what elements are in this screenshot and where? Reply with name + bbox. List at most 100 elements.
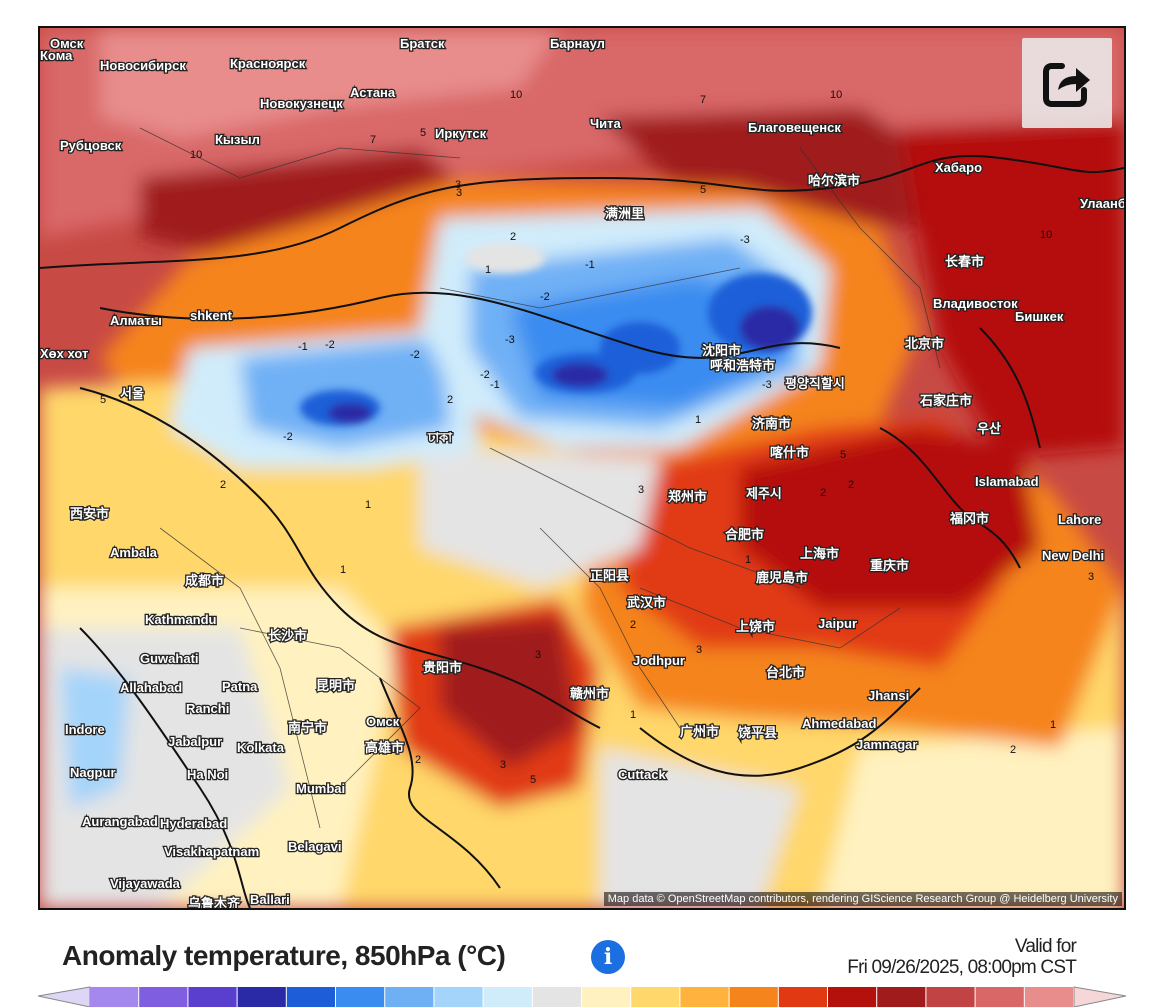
place-name: 평양직할시 xyxy=(785,376,845,391)
place-name: Patna xyxy=(222,679,258,694)
place-label: 合肥市 xyxy=(724,526,766,544)
place-label: 평양직할시 xyxy=(784,375,846,393)
place-label: 제주시 xyxy=(745,485,783,503)
contour-label: -1 xyxy=(585,259,595,271)
place-label: Allahabad xyxy=(119,679,184,697)
place-label: Новокузнецк xyxy=(259,95,345,113)
contour-label: -2 xyxy=(325,339,335,351)
place-label: Красноярск xyxy=(229,55,307,73)
contour-label: 2 xyxy=(447,394,453,406)
contour-label: 2 xyxy=(220,479,226,491)
contour-label: 1 xyxy=(745,554,751,566)
place-label: 우산 xyxy=(976,420,1003,438)
place-label: Jaipur xyxy=(817,615,859,633)
place-label: Бишкек xyxy=(1014,308,1066,326)
scale-arrow-high xyxy=(1073,986,1126,1007)
place-name: Новосибирск xyxy=(100,58,186,73)
place-name: 合肥市 xyxy=(725,527,764,542)
place-name: Lahore xyxy=(1058,512,1101,527)
place-name: ঢাকা xyxy=(427,430,453,445)
valid-for-label: Valid for xyxy=(1014,936,1077,957)
scale-swatch xyxy=(975,987,1024,1007)
place-label: shkent xyxy=(189,307,234,325)
place-name: 正阳县 xyxy=(590,568,629,583)
place-label: 鹿児島市 xyxy=(755,569,810,587)
info-icon[interactable]: i xyxy=(591,940,625,974)
place-name: Хабаро xyxy=(935,160,982,175)
place-name: 南宁市 xyxy=(288,720,327,735)
contour-label: 7 xyxy=(700,94,706,106)
contour-label: 5 xyxy=(100,394,106,406)
contour-label: 10 xyxy=(1040,229,1052,241)
place-name: 广州市 xyxy=(680,724,719,739)
contour-label: 5 xyxy=(840,449,846,461)
place-name: 서울 xyxy=(120,386,144,401)
place-label: Алматы xyxy=(109,312,163,330)
scale-swatch xyxy=(90,987,139,1007)
place-label: Кызыл xyxy=(214,131,261,149)
scale-swatch xyxy=(483,987,532,1007)
place-name: Улаанбаатар xyxy=(1080,196,1124,211)
scale-swatch xyxy=(631,987,680,1007)
place-label: 北京市 xyxy=(904,335,946,353)
place-label: Благовещенск xyxy=(747,119,843,137)
place-name: Ballari xyxy=(250,892,290,907)
contour-label: 3 xyxy=(1088,571,1094,583)
place-name: 西安市 xyxy=(70,506,109,521)
place-label: Ranchi xyxy=(185,700,231,718)
place-name: 제주시 xyxy=(746,486,782,501)
contour-label: -3 xyxy=(740,234,750,246)
legend-title: Anomaly temperature, 850hPa (°C) xyxy=(62,940,506,971)
place-label: Patna xyxy=(221,678,260,696)
contour-label: 10 xyxy=(510,89,522,101)
scale-swatch xyxy=(582,987,631,1007)
place-name: shkent xyxy=(190,308,233,323)
contour-label: -1 xyxy=(490,379,500,391)
place-label: Cuttack xyxy=(617,766,668,784)
contour-label: 2 xyxy=(510,231,516,243)
contour-label: 2 xyxy=(848,479,854,491)
place-label: 长沙市 xyxy=(267,627,309,645)
place-label: 武汉市 xyxy=(626,594,668,612)
place-name: Барнаул xyxy=(550,36,605,51)
place-name: Hyderabad xyxy=(160,816,227,831)
place-name: 赣州市 xyxy=(570,686,609,701)
place-name: Ahmedabad xyxy=(802,716,876,731)
map-view[interactable]: 10 10 7 10 7 10 5 3 2 1 -1 -2 -3 -2 -1 -2 -3 -2 2 3 5 -1 -2 -3 1… xyxy=(38,26,1126,910)
country-borders xyxy=(40,154,1124,908)
place-name: Jhansi xyxy=(868,688,909,703)
contour-label: -3 xyxy=(762,379,772,391)
scale-swatch xyxy=(877,987,926,1007)
place-name: 沈阳市 xyxy=(702,343,741,358)
contour-label: -2 xyxy=(283,431,293,443)
place-name: Kathmandu xyxy=(145,612,217,627)
place-name: Алматы xyxy=(110,313,162,328)
contour-label: -1 xyxy=(298,341,308,353)
place-label: Омск xyxy=(365,713,401,731)
scale-swatch xyxy=(434,987,483,1007)
scale-swatch xyxy=(828,987,877,1007)
share-button[interactable] xyxy=(1022,38,1112,128)
place-label: Islamabad xyxy=(974,473,1040,491)
place-name: New Delhi xyxy=(1042,548,1104,563)
share-arrow-icon xyxy=(1043,63,1090,107)
place-label: Jhansi xyxy=(867,687,911,705)
place-name: Aurangabad xyxy=(82,814,158,829)
place-label: Хабаро xyxy=(934,159,984,177)
scale-swatch xyxy=(532,987,581,1007)
place-name: Иркутск xyxy=(435,126,487,141)
place-label: 济南市 xyxy=(751,415,793,433)
place-name: Guwahati xyxy=(140,651,199,666)
scale-swatch xyxy=(1024,987,1073,1007)
place-label: 呼和浩特市 xyxy=(709,357,777,375)
contour-label: 5 xyxy=(700,184,706,196)
place-name: Mumbai xyxy=(296,781,345,796)
valid-for: Valid for Fri 09/26/2025, 08:00pm CST xyxy=(847,936,1077,978)
place-name: Ambala xyxy=(110,545,158,560)
place-name: Ha Noi xyxy=(187,767,228,782)
place-label: Visakhapatnam xyxy=(163,843,261,861)
place-name: 鹿児島市 xyxy=(756,570,808,585)
scale-swatch xyxy=(336,987,385,1007)
place-label: Ambala xyxy=(109,544,159,562)
